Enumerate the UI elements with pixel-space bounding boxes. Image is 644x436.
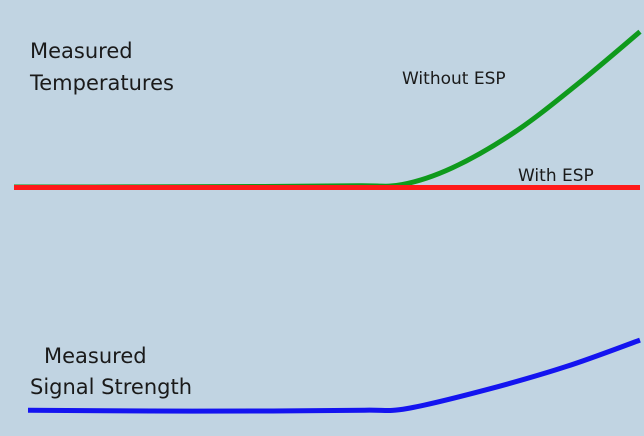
series-layer [13,29,642,414]
series-label-with-esp: With ESP [518,166,594,186]
panel-label-signal-line1: Measured [44,344,147,368]
series-label-without-esp: Without ESP [402,69,506,89]
panel-label-temperatures-line2: Temperatures [29,71,174,95]
panel-label-signal-line2: Signal Strength [30,375,192,399]
panel-label-temperatures-line1: Measured [30,39,133,63]
label-layer: Measured Temperatures Without ESP With E… [29,39,594,399]
series-line-signal-strength-curve [27,337,641,414]
